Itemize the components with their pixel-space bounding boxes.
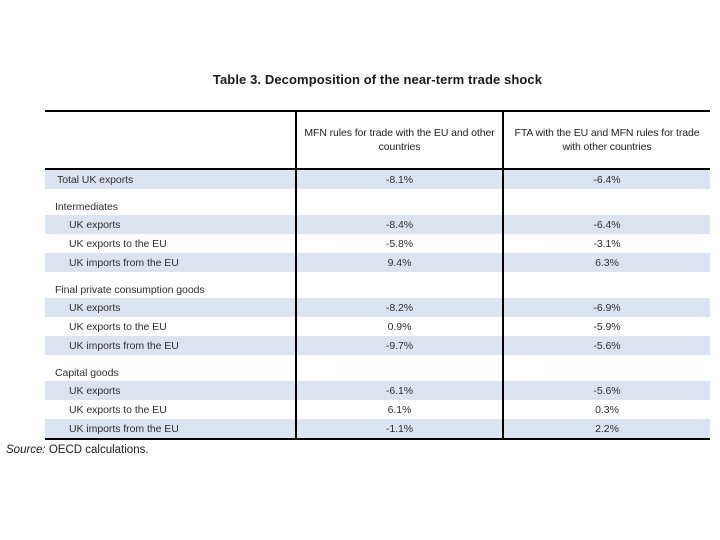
table-row: UK imports from the EU -9.7% -5.6% bbox=[45, 336, 710, 355]
value-cell-fta: -5.9% bbox=[502, 317, 710, 336]
value-cell-fta: 6.3% bbox=[502, 253, 710, 272]
col-header-fta: FTA with the EU and MFN rules for trade … bbox=[502, 110, 710, 170]
table-row: Intermediates bbox=[45, 189, 710, 215]
row-label: UK exports bbox=[45, 215, 296, 234]
value-cell-fta bbox=[502, 355, 710, 381]
value-cell-mfn: 0.9% bbox=[295, 317, 503, 336]
value-cell-mfn bbox=[295, 272, 503, 298]
table-row: UK exports -8.4% -6.4% bbox=[45, 215, 710, 234]
row-label: UK exports bbox=[45, 381, 296, 400]
table-row: UK exports -6.1% -5.6% bbox=[45, 381, 710, 400]
table-row: Total UK exports -8.1% -6.4% bbox=[45, 169, 710, 189]
value-cell-fta: 0.3% bbox=[502, 400, 710, 419]
source-prefix: Source: bbox=[6, 444, 46, 456]
value-cell-fta: -5.6% bbox=[502, 381, 710, 400]
value-cell-mfn: 6.1% bbox=[295, 400, 503, 419]
col-header-mfn: MFN rules for trade with the EU and othe… bbox=[295, 110, 503, 170]
value-cell-fta: -6.4% bbox=[502, 169, 710, 189]
value-cell-fta bbox=[502, 189, 710, 215]
row-label: Intermediates bbox=[55, 201, 118, 213]
value-cell-mfn: -8.1% bbox=[295, 169, 503, 189]
value-cell-mfn: -1.1% bbox=[295, 419, 503, 440]
row-label: UK imports from the EU bbox=[45, 336, 296, 355]
row-label: UK exports to the EU bbox=[69, 320, 167, 333]
value-cell-fta: -6.4% bbox=[502, 215, 710, 234]
row-label: UK exports to the EU bbox=[69, 237, 167, 250]
row-label: UK exports to the EU bbox=[69, 403, 167, 416]
row-label: UK exports bbox=[45, 298, 296, 317]
value-cell-mfn: -8.4% bbox=[295, 215, 503, 234]
row-label: Capital goods bbox=[55, 367, 119, 379]
table-row: Capital goods bbox=[45, 355, 710, 381]
table-row: UK imports from the EU -1.1% 2.2% bbox=[45, 419, 710, 440]
value-cell-fta: -6.9% bbox=[502, 298, 710, 317]
table-row: Final private consumption goods bbox=[45, 272, 710, 298]
row-label-header bbox=[45, 110, 296, 170]
table-row: UK exports to the EU -5.8% -3.1% bbox=[45, 234, 710, 253]
value-cell-fta: -5.6% bbox=[502, 336, 710, 355]
row-label: UK imports from the EU bbox=[45, 419, 296, 440]
source-note: Source: OECD calculations. bbox=[6, 444, 149, 456]
table-title: Table 3. Decomposition of the near-term … bbox=[212, 72, 543, 87]
table-row: UK imports from the EU 9.4% 6.3% bbox=[45, 253, 710, 272]
value-cell-mfn: -5.8% bbox=[295, 234, 503, 253]
value-cell-mfn bbox=[295, 355, 503, 381]
value-cell-fta: 2.2% bbox=[502, 419, 710, 440]
value-cell-mfn: 9.4% bbox=[295, 253, 503, 272]
table-row: UK exports -8.2% -6.9% bbox=[45, 298, 710, 317]
value-cell-mfn: -9.7% bbox=[295, 336, 503, 355]
value-cell-fta bbox=[502, 272, 710, 298]
row-label: UK imports from the EU bbox=[45, 253, 296, 272]
table-row: UK exports to the EU 6.1% 0.3% bbox=[45, 400, 710, 419]
row-label: Total UK exports bbox=[45, 169, 296, 189]
value-cell-mfn: -6.1% bbox=[295, 381, 503, 400]
row-label: Final private consumption goods bbox=[55, 284, 205, 296]
value-cell-mfn: -8.2% bbox=[295, 298, 503, 317]
table-body: Total UK exports -8.1% -6.4% Intermediates U… bbox=[45, 169, 710, 440]
value-cell-fta: -3.1% bbox=[502, 234, 710, 253]
header-row: MFN rules for trade with the EU and othe… bbox=[45, 110, 710, 170]
trade-shock-table: MFN rules for trade with the EU and othe… bbox=[45, 110, 710, 440]
table-row: UK exports to the EU 0.9% -5.9% bbox=[45, 317, 710, 336]
value-cell-mfn bbox=[295, 189, 503, 215]
source-text: OECD calculations. bbox=[45, 444, 149, 456]
